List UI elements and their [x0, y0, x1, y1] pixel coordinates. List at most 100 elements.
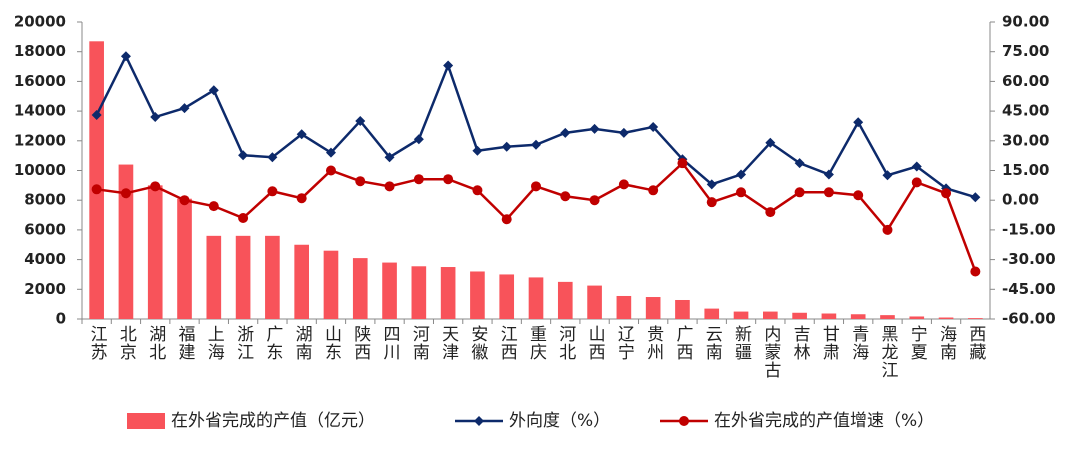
marker — [296, 129, 307, 140]
marker — [150, 181, 161, 192]
marker — [941, 188, 952, 199]
marker — [794, 187, 805, 198]
bar — [352, 258, 368, 319]
marker — [765, 137, 776, 148]
marker — [325, 147, 336, 158]
marker — [267, 152, 278, 163]
marker — [384, 152, 395, 163]
x-tick-label: 辽宁 — [614, 325, 635, 361]
marker — [355, 176, 366, 187]
y2-tick-label: 45.00 — [1002, 102, 1049, 120]
x-tick-label: 西藏 — [965, 325, 986, 361]
bar — [235, 235, 251, 319]
legend-label: 在外省完成的产值（亿元） — [171, 411, 375, 431]
marker — [706, 197, 717, 208]
bar — [470, 271, 485, 319]
x-tick-label: 宁夏 — [907, 325, 928, 361]
y-tick-label: 18000 — [14, 42, 66, 60]
x-tick-label: 山西 — [585, 325, 605, 361]
x-tick-label: 广西 — [672, 325, 693, 361]
marker — [267, 186, 278, 197]
marker — [208, 201, 219, 212]
x-tick-label: 新疆 — [731, 325, 752, 361]
bar — [206, 235, 222, 319]
y-tick-label: 8000 — [24, 191, 66, 209]
bar — [645, 297, 661, 319]
x-tick-label: 江苏 — [87, 325, 108, 361]
x-tick-label: 湖南 — [292, 325, 313, 361]
legend-swatch — [127, 413, 165, 429]
marker — [911, 161, 922, 172]
bar — [440, 267, 456, 319]
marker — [765, 207, 776, 218]
y-tick-label: 10000 — [14, 161, 66, 179]
x-tick-label: 内蒙古 — [760, 325, 781, 379]
x-tick-label: 湖北 — [145, 325, 166, 361]
bar — [733, 311, 749, 319]
marker — [560, 127, 571, 138]
x-tick-label: 福建 — [175, 325, 196, 361]
y-tick-label: 4000 — [24, 250, 66, 268]
marker — [91, 184, 102, 195]
y-tick-label: 2000 — [24, 280, 66, 298]
bar — [89, 41, 104, 320]
legend-label: 外向度（%） — [509, 411, 610, 431]
x-tick-label: 安徽 — [467, 325, 488, 361]
bar — [118, 164, 134, 319]
x-tick-label: 陕西 — [350, 325, 370, 361]
x-tick-label: 广东 — [262, 325, 283, 361]
y-tick-label: 0 — [56, 310, 66, 328]
bar — [792, 312, 807, 319]
marker — [531, 139, 541, 150]
x-tick-label: 甘肃 — [819, 325, 840, 361]
marker — [589, 123, 600, 134]
marker — [413, 174, 424, 185]
bar — [528, 277, 544, 319]
y2-tick-label: -30.00 — [1002, 250, 1056, 268]
marker — [618, 179, 629, 190]
marker — [472, 145, 483, 156]
y-tick-label: 14000 — [14, 102, 66, 120]
marker — [648, 121, 659, 132]
marker — [882, 224, 893, 235]
marker — [443, 60, 454, 71]
marker — [882, 170, 893, 181]
y-tick-label: 20000 — [14, 13, 66, 31]
marker — [911, 177, 922, 188]
x-tick-label: 江西 — [497, 325, 518, 361]
marker — [677, 158, 688, 169]
x-tick-label: 黑龙江 — [877, 325, 898, 379]
marker — [325, 165, 336, 176]
x-tick-label: 重庆 — [526, 325, 547, 361]
marker — [472, 185, 483, 196]
marker — [531, 181, 541, 192]
marker — [736, 169, 747, 180]
marker — [238, 150, 249, 161]
x-tick-label: 河北 — [555, 325, 576, 361]
y2-tick-label: 15.00 — [1002, 161, 1049, 179]
marker — [736, 187, 747, 198]
marker — [120, 51, 131, 62]
marker — [296, 193, 307, 204]
marker — [823, 187, 834, 198]
legend-marker — [474, 416, 484, 426]
x-tick-label: 海南 — [936, 325, 957, 361]
y2-tick-label: 75.00 — [1002, 42, 1049, 60]
y2-tick-label: 30.00 — [1002, 131, 1049, 149]
bar — [177, 198, 192, 319]
marker — [208, 85, 219, 96]
bar — [968, 318, 983, 319]
bar — [265, 235, 280, 319]
bar — [616, 295, 632, 319]
bar — [938, 317, 954, 319]
marker — [443, 174, 454, 185]
marker — [501, 141, 512, 152]
marker — [970, 266, 981, 277]
y2-tick-label: -60.00 — [1002, 310, 1056, 328]
bar — [675, 299, 690, 319]
marker — [120, 188, 131, 199]
bar — [763, 311, 778, 319]
x-tick-label: 四川 — [380, 325, 401, 361]
bar — [147, 185, 163, 319]
